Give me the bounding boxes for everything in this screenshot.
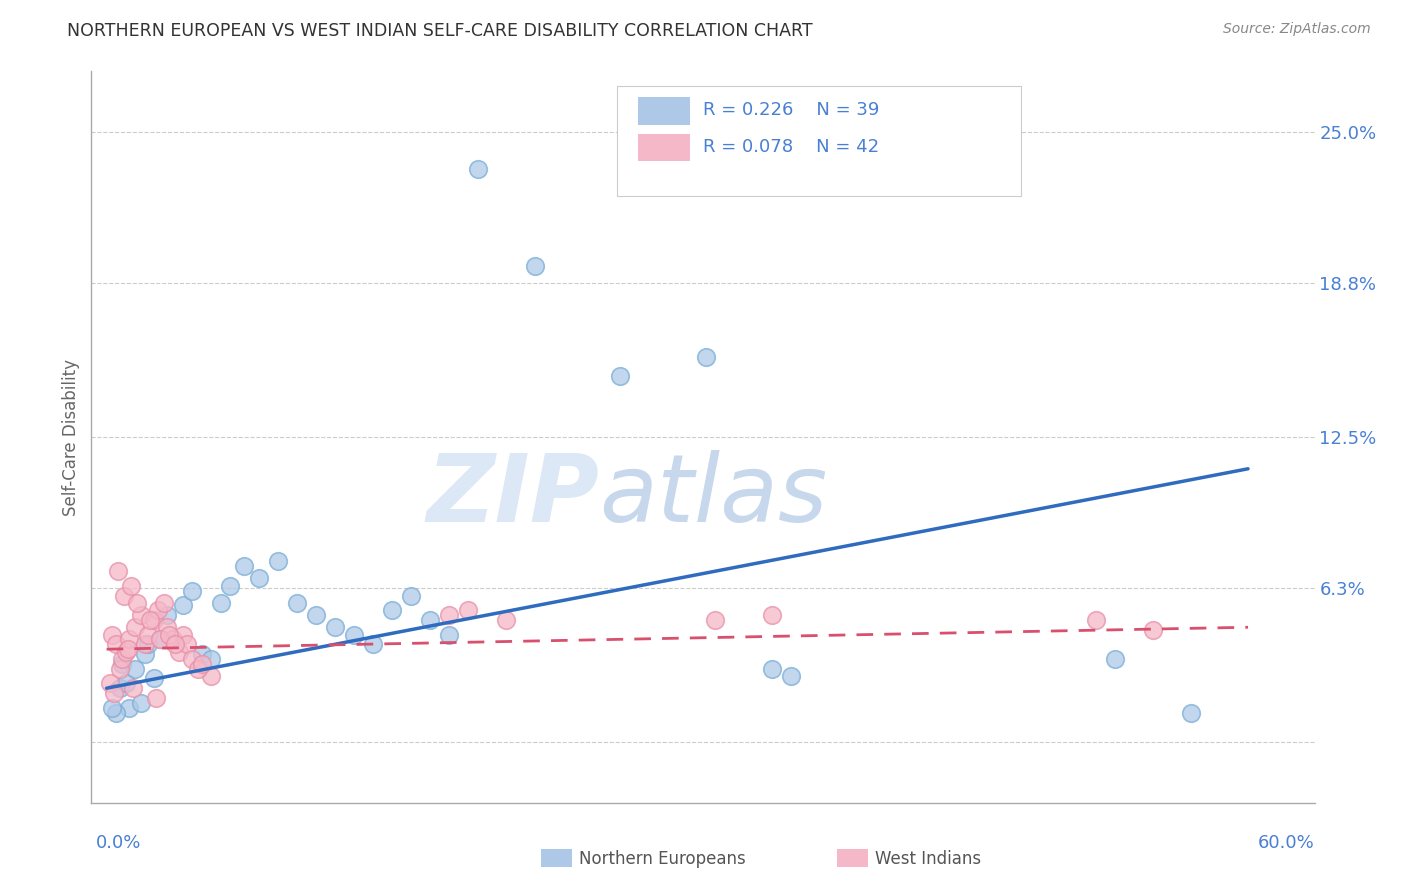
Point	[124, 620, 146, 634]
Point	[695, 350, 717, 364]
Point	[120, 579, 142, 593]
Point	[437, 608, 460, 623]
Point	[187, 662, 209, 676]
Point	[1104, 652, 1126, 666]
Point	[609, 369, 631, 384]
Point	[172, 599, 194, 613]
Point	[134, 647, 156, 661]
Point	[305, 608, 328, 623]
FancyBboxPatch shape	[638, 134, 689, 161]
Point	[1084, 613, 1107, 627]
Point	[112, 589, 135, 603]
Text: West Indians: West Indians	[875, 850, 980, 868]
Point	[437, 627, 460, 641]
Point	[105, 706, 128, 720]
Point	[181, 583, 204, 598]
Y-axis label: Self-Care Disability: Self-Care Disability	[62, 359, 80, 516]
Point	[107, 564, 129, 578]
Point	[167, 645, 190, 659]
Text: 0.0%: 0.0%	[96, 834, 141, 852]
Point	[200, 669, 222, 683]
Point	[101, 700, 124, 714]
Point	[124, 662, 146, 676]
Point	[143, 613, 166, 627]
Point	[162, 632, 184, 647]
FancyBboxPatch shape	[638, 97, 689, 125]
Point	[129, 608, 152, 623]
Point	[114, 645, 136, 659]
Point	[149, 632, 172, 647]
Point	[146, 603, 169, 617]
Point	[114, 676, 136, 690]
Point	[118, 700, 141, 714]
Text: Northern Europeans: Northern Europeans	[579, 850, 747, 868]
Point	[122, 681, 145, 696]
Text: atlas: atlas	[599, 450, 827, 541]
Text: NORTHERN EUROPEAN VS WEST INDIAN SELF-CARE DISABILITY CORRELATION CHART: NORTHERN EUROPEAN VS WEST INDIAN SELF-CA…	[67, 22, 813, 40]
Point	[108, 681, 131, 696]
Point	[100, 676, 122, 690]
Point	[190, 647, 212, 661]
Point	[125, 596, 148, 610]
Point	[285, 596, 308, 610]
Point	[156, 620, 179, 634]
Point	[1180, 706, 1202, 720]
Point	[108, 662, 131, 676]
Point	[152, 596, 174, 610]
Point	[457, 603, 479, 617]
Point	[1142, 623, 1164, 637]
Point	[134, 637, 156, 651]
Point	[172, 627, 194, 641]
Point	[143, 672, 166, 686]
Point	[103, 686, 125, 700]
Point	[323, 620, 346, 634]
Point	[247, 572, 270, 586]
Point	[101, 627, 124, 641]
Point	[761, 608, 783, 623]
Point	[381, 603, 404, 617]
Point	[219, 579, 242, 593]
Point	[149, 632, 172, 647]
Point	[232, 559, 254, 574]
Point	[361, 637, 384, 651]
Point	[138, 627, 160, 641]
Point	[145, 690, 167, 705]
Point	[118, 632, 141, 647]
Point	[156, 608, 179, 623]
Point	[176, 637, 198, 651]
Point	[117, 642, 139, 657]
Point	[467, 161, 489, 176]
Point	[181, 652, 204, 666]
Text: R = 0.226    N = 39: R = 0.226 N = 39	[703, 101, 879, 120]
Point	[138, 637, 160, 651]
Text: Source: ZipAtlas.com: Source: ZipAtlas.com	[1223, 22, 1371, 37]
Point	[157, 627, 180, 641]
Point	[209, 596, 232, 610]
Point	[761, 662, 783, 676]
Point	[399, 589, 422, 603]
Point	[419, 613, 441, 627]
Point	[111, 652, 134, 666]
Point	[704, 613, 727, 627]
Point	[190, 657, 212, 671]
Point	[111, 657, 134, 671]
Point	[105, 637, 128, 651]
Text: 60.0%: 60.0%	[1258, 834, 1315, 852]
Point	[200, 652, 222, 666]
Point	[139, 613, 162, 627]
Text: R = 0.078    N = 42: R = 0.078 N = 42	[703, 137, 879, 156]
Point	[523, 260, 546, 274]
Point	[129, 696, 152, 710]
FancyBboxPatch shape	[617, 86, 1021, 195]
Text: ZIP: ZIP	[426, 450, 599, 541]
Point	[780, 669, 803, 683]
Point	[267, 554, 290, 568]
Point	[165, 637, 187, 651]
Point	[495, 613, 517, 627]
Point	[343, 627, 366, 641]
